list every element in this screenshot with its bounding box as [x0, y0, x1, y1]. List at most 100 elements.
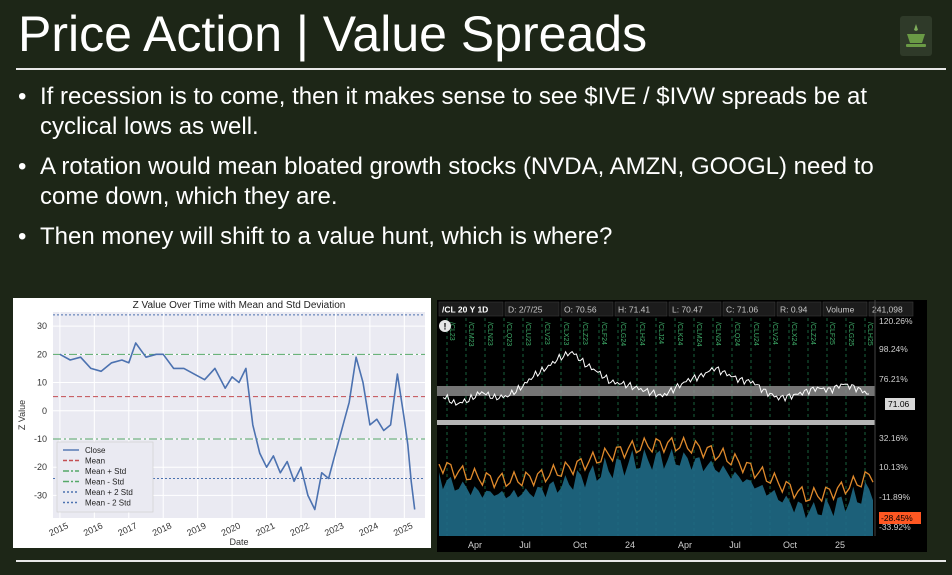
current-price-badge: 71.06	[888, 399, 910, 409]
contract-label: /CLZ24	[809, 322, 816, 345]
panel-separator	[437, 420, 875, 425]
contract-label: /CLM24	[695, 322, 702, 347]
lower-axis-label: -11.89%	[879, 492, 910, 502]
y-tick-label: 0	[42, 406, 47, 416]
x-tick-label: 2022	[289, 521, 311, 539]
tea-cup-logo-icon	[900, 16, 932, 56]
contract-label: /CLF25	[828, 322, 835, 345]
z-value-chart: Z Value Over Time with Mean and Std Devi…	[17, 300, 425, 547]
header-field: O: 70.56	[564, 305, 597, 315]
contract-label: /CLG25	[847, 322, 854, 346]
contract-label: /CLZ23	[581, 322, 588, 345]
x-axis-label: Date	[229, 537, 248, 547]
footer-rule	[16, 560, 946, 562]
title-underline	[16, 68, 946, 70]
legend-entry: Close	[85, 446, 106, 455]
x-tick-label: 2017	[116, 521, 138, 539]
cl-futures-chart: /CL 20 Y 1D D: 2/7/25 O: 70.56 H: 71.41 L: 7…	[437, 300, 927, 552]
x-tick-label: 2018	[151, 521, 173, 539]
contract-label: /CLX24	[790, 322, 797, 345]
contract-label: /CLX23	[562, 322, 569, 345]
header-chip	[560, 301, 614, 317]
x-tick-label: 2020	[220, 521, 242, 539]
contract-label: /CLG24	[619, 322, 626, 346]
header-chip	[822, 301, 868, 317]
contract-label: /CLH25	[866, 322, 873, 346]
legend-entry: Mean + Std	[85, 467, 126, 476]
z-value-chart-panel: Z Value Over Time with Mean and Std Devi…	[13, 298, 431, 548]
contract-label: /CLH24	[638, 322, 645, 346]
bullet-item: Then money will shift to a value hunt, w…	[18, 222, 938, 252]
y-tick-label: 30	[37, 321, 47, 331]
contract-label: /CLF24	[600, 322, 607, 345]
y-tick-label: -20	[34, 462, 47, 472]
legend-entry: Mean	[85, 457, 105, 466]
header-chip	[776, 301, 822, 317]
x-tick-label: 2016	[82, 521, 104, 539]
price-badge-bg	[885, 398, 915, 410]
x-tick-label: 2024	[357, 521, 379, 539]
contract-label: /CLN24	[714, 322, 721, 346]
header-field: 241,098	[872, 305, 903, 315]
close-series-line	[59, 342, 416, 511]
lower-badge-bg	[879, 512, 921, 524]
contract-label: /CLU24	[752, 322, 759, 346]
header-field: H: 71.41	[618, 305, 650, 315]
lower-teal-area	[439, 448, 873, 536]
header-field: /CL 20 Y 1D	[442, 305, 488, 315]
x-tick-label: Oct	[573, 540, 588, 550]
contract-label: /CLV23	[543, 322, 550, 345]
contract-label: /CL23	[448, 322, 455, 341]
range-band	[437, 386, 875, 396]
x-tick-label: 2023	[323, 521, 345, 539]
x-tick-label: Apr	[468, 540, 482, 550]
contract-label: /CLJ24	[657, 322, 664, 344]
y-axis-label: Z Value	[17, 400, 27, 430]
cl-chart-panel: /CL 20 Y 1D D: 2/7/25 O: 70.56 H: 71.41 L: 7…	[437, 300, 927, 552]
x-tick-label: 25	[835, 540, 845, 550]
header-field: L: 70.47	[672, 305, 703, 315]
header-field: R: 0.94	[780, 305, 808, 315]
x-tick-label: Oct	[783, 540, 798, 550]
alert-icon	[439, 320, 451, 332]
header-chip	[614, 301, 668, 317]
header-chip	[668, 301, 722, 317]
price-axis-label: 76.21%	[879, 374, 908, 384]
alert-icon-glyph: !	[444, 322, 447, 332]
bullet-item: A rotation would mean bloated growth sto…	[18, 152, 938, 212]
legend-entry: Mean + 2 Std	[85, 488, 133, 497]
x-tick-label: 2021	[254, 521, 276, 539]
x-tick-label: 2019	[185, 521, 207, 539]
lower-axis-label: 32.16%	[879, 433, 908, 443]
header-chip	[438, 301, 504, 317]
header-field: Volume	[826, 305, 855, 315]
legend-entry: Mean - 2 Std	[85, 499, 131, 508]
contract-label: /CLK24	[676, 322, 683, 345]
legend-entry: Mean - Std	[85, 478, 124, 487]
lower-axis-label: -33.92%	[879, 522, 911, 532]
x-tick-label: 24	[625, 540, 635, 550]
chart-title: Z Value Over Time with Mean and Std Devi…	[133, 300, 346, 311]
slide-title: Price Action | Value Spreads	[18, 6, 648, 62]
header-chip	[722, 301, 776, 317]
price-series-line	[442, 350, 870, 406]
x-tick-label: 2015	[47, 521, 69, 539]
contract-label: /CLV24	[771, 322, 778, 345]
header-chip	[868, 301, 914, 317]
lower-orange-line	[438, 435, 874, 503]
contract-label: /CLQ23	[505, 322, 512, 346]
header-chip	[504, 301, 560, 317]
x-tick-label: 2025	[392, 521, 414, 539]
x-tick-label: Jul	[729, 540, 741, 550]
header-field: C: 71.06	[726, 305, 758, 315]
bullet-list: If recession is to come, then it makes s…	[18, 82, 938, 262]
y-tick-label: 10	[37, 378, 47, 388]
price-axis-label: 120.26%	[879, 316, 913, 326]
header-field: D: 2/7/25	[508, 305, 543, 315]
contract-label: /CLQ24	[733, 322, 740, 346]
price-axis-label: 98.24%	[879, 344, 908, 354]
current-lower-badge: -28.45%	[881, 513, 913, 523]
x-tick-label: Apr	[678, 540, 692, 550]
bullet-item: If recession is to come, then it makes s…	[18, 82, 938, 142]
